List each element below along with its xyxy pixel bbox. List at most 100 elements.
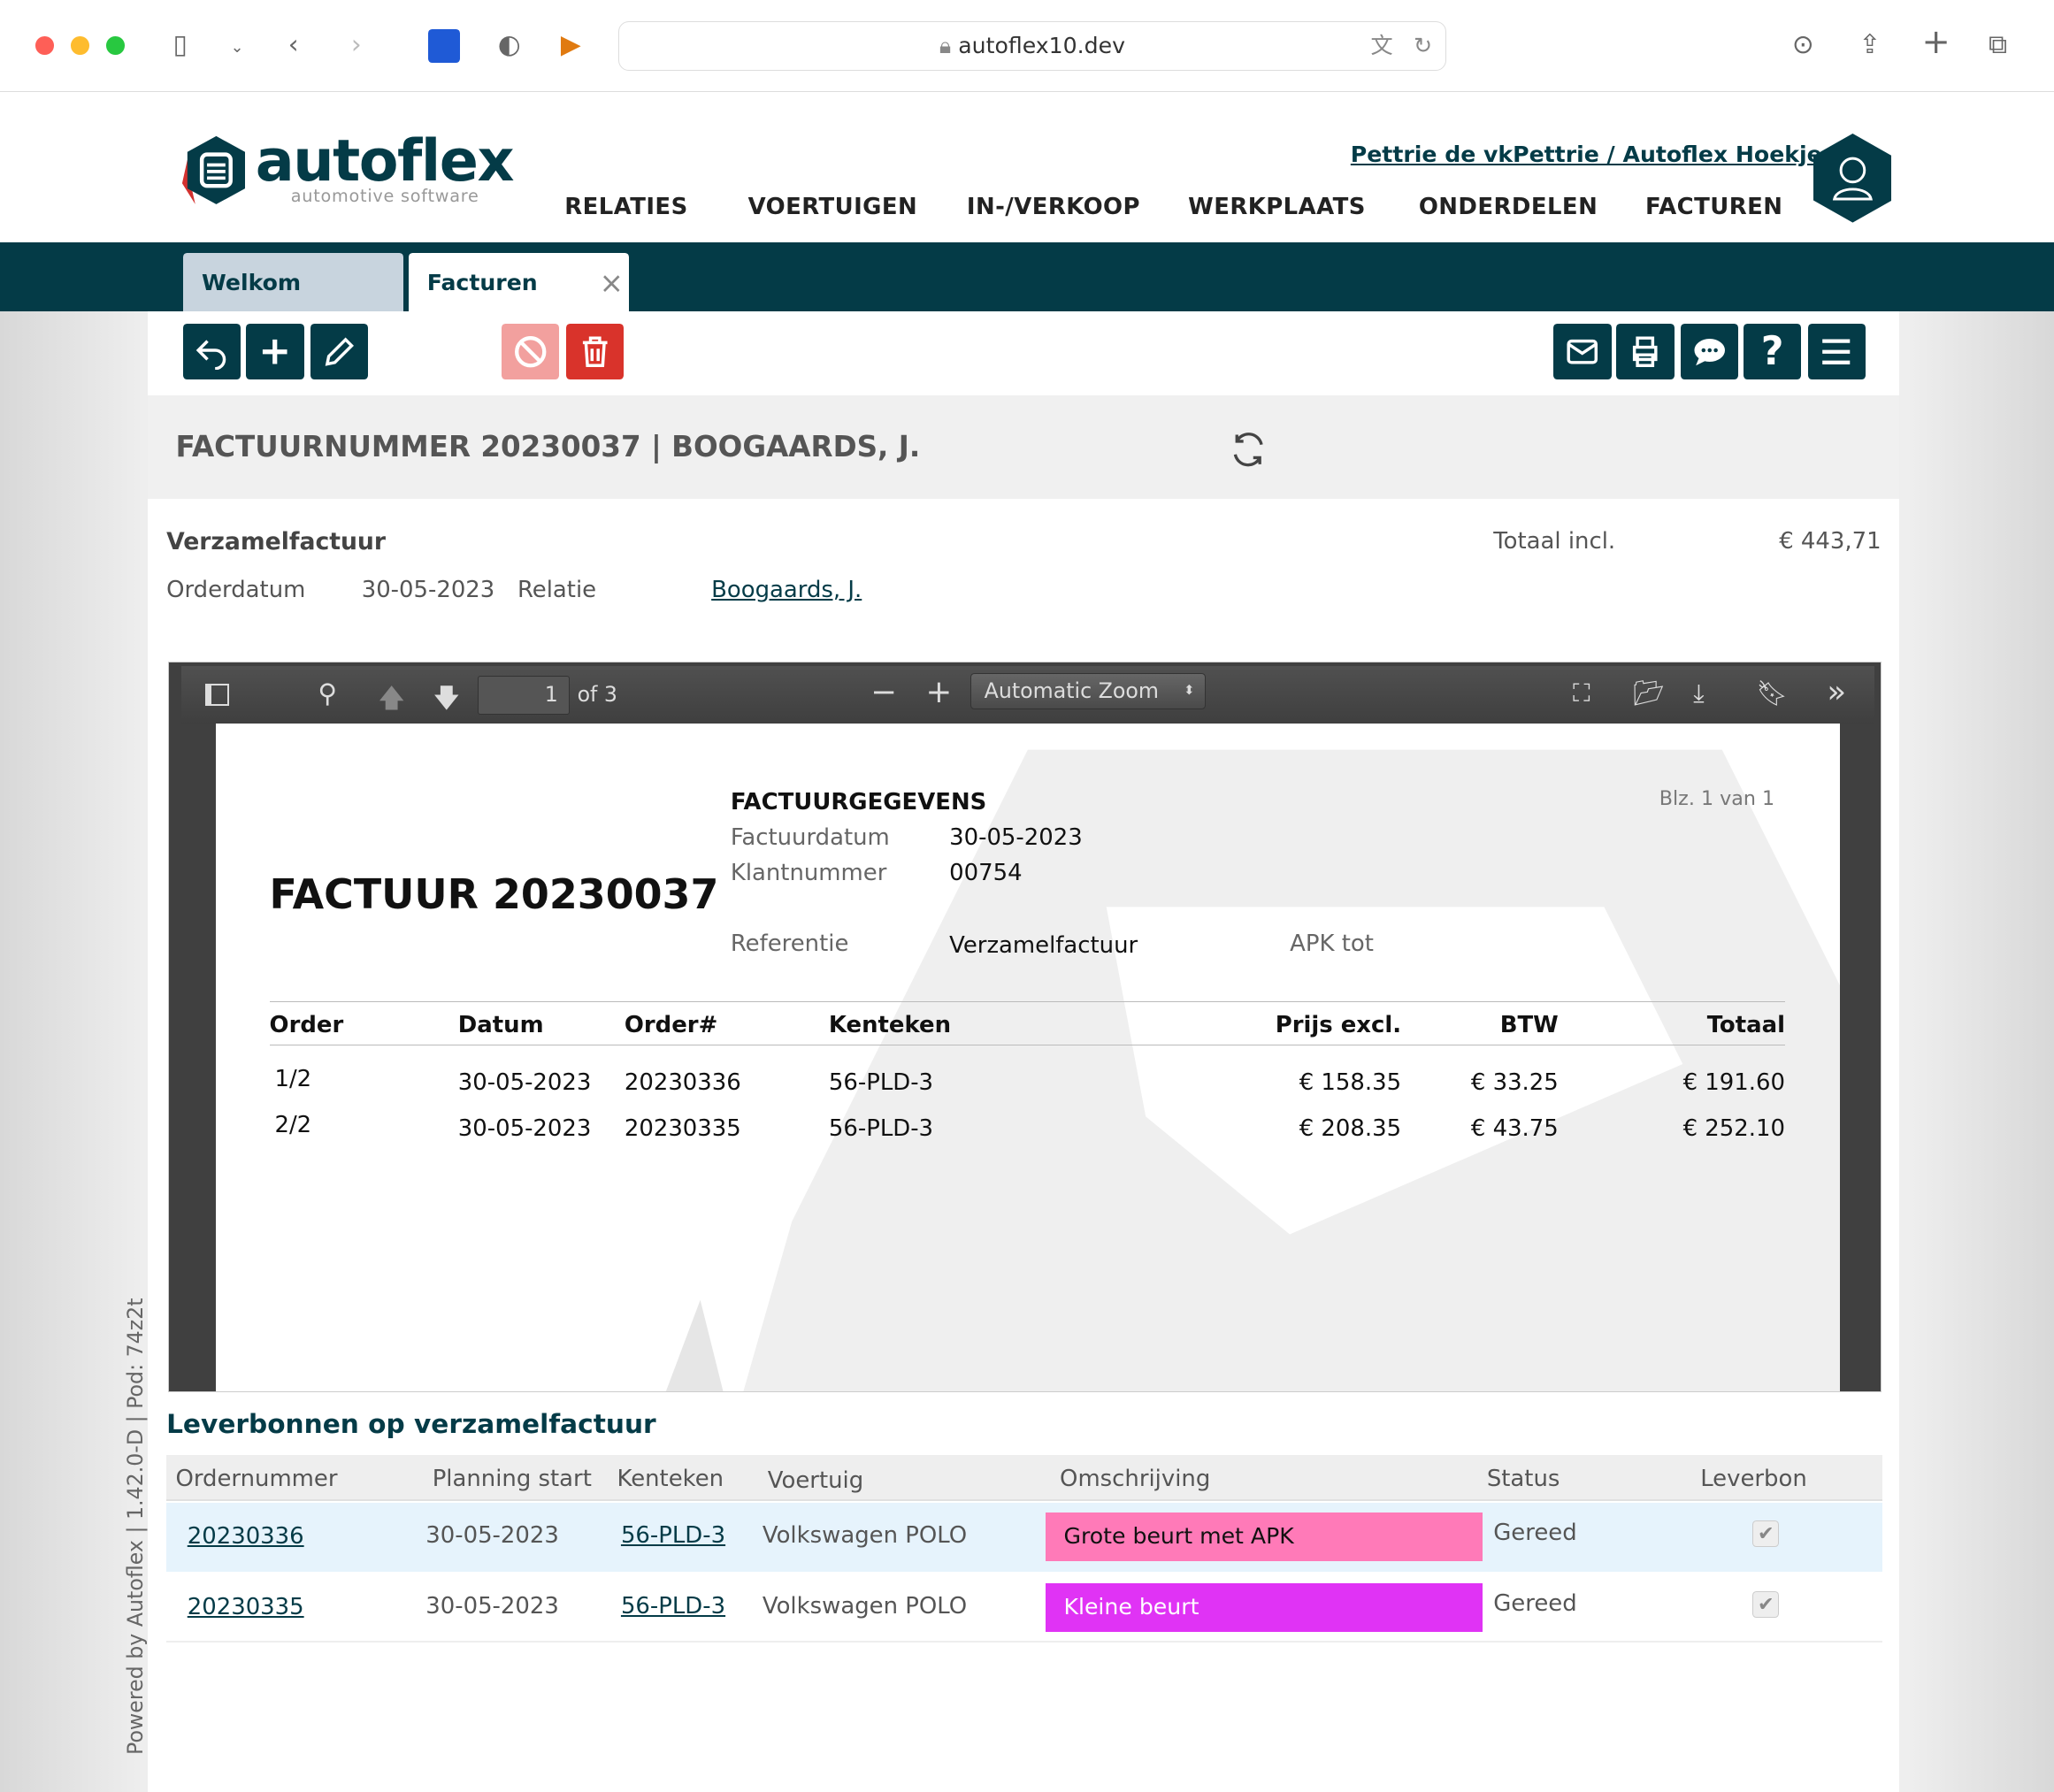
- order-link[interactable]: 20230335: [187, 1594, 304, 1621]
- nav-onderdelen[interactable]: ONDERDELEN: [1418, 194, 1598, 221]
- kenteken-link[interactable]: 56-PLD-3: [620, 1592, 726, 1620]
- logo-wordmark: autoflex: [256, 128, 515, 195]
- close-window-button[interactable]: [34, 36, 54, 56]
- cancel-button[interactable]: [502, 323, 560, 380]
- downloads-icon[interactable]: ⊙: [1791, 28, 1814, 59]
- bookmark-icon[interactable]: 🔖︎: [1756, 678, 1789, 708]
- cell-totaal: € 252.10: [1682, 1115, 1785, 1143]
- next-page-icon[interactable]: 🡇︎: [433, 682, 461, 713]
- address-bar[interactable]: 🔒︎ autoflex10.dev 文 ↻: [617, 20, 1446, 71]
- cell-datum: 30-05-2023: [457, 1115, 592, 1143]
- print-button[interactable]: [1616, 323, 1675, 380]
- table-row[interactable]: [166, 1502, 1883, 1573]
- search-icon[interactable]: ⚲: [318, 678, 338, 708]
- add-button[interactable]: [246, 323, 304, 380]
- download-icon[interactable]: ⤓: [1693, 678, 1705, 708]
- divider: [269, 1001, 1785, 1003]
- table-row[interactable]: [166, 1573, 1883, 1643]
- back-icon[interactable]: ‹: [287, 28, 299, 59]
- autoflex-logo[interactable]: autoflex automotive software: [177, 128, 514, 210]
- cell-btw: € 33.25: [1470, 1069, 1559, 1097]
- user-link[interactable]: Pettrie de vkPettrie / Autoflex Hoekje: [1350, 141, 1822, 167]
- help-button[interactable]: ?: [1744, 323, 1802, 380]
- order-link[interactable]: 20230336: [187, 1523, 304, 1551]
- close-tab-icon[interactable]: ×: [599, 265, 624, 300]
- minimize-window-button[interactable]: [70, 36, 89, 56]
- tab-facturen[interactable]: Facturen ×: [409, 252, 629, 312]
- cell-prijs-excl: € 208.35: [1299, 1115, 1402, 1143]
- email-button[interactable]: [1553, 323, 1612, 380]
- ban-icon: [515, 335, 547, 368]
- tools-chevron-icon[interactable]: »: [1827, 674, 1847, 711]
- nav-werkplaats[interactable]: WERKPLAATS: [1188, 194, 1366, 221]
- col-header-status[interactable]: Status: [1486, 1466, 1560, 1493]
- col-header-kenteken: Kenteken: [828, 1012, 952, 1039]
- nav-relaties[interactable]: RELATIES: [564, 194, 688, 221]
- refresh-button[interactable]: [1229, 430, 1268, 469]
- browser-toolbar: ▯ ⌄ ‹ › ◐ ▶ 🔒︎ autoflex10.dev 文 ↻ ⊙ ⇪ + …: [0, 0, 2054, 92]
- nav-facturen[interactable]: FACTUREN: [1645, 194, 1783, 221]
- presentation-mode-icon[interactable]: ⛶: [1573, 678, 1590, 708]
- apk-label: APK tot: [1290, 930, 1374, 958]
- col-header-leverbon[interactable]: Leverbon: [1700, 1466, 1807, 1493]
- forward-icon[interactable]: ›: [350, 28, 362, 59]
- cell-order: 2/2: [274, 1111, 312, 1138]
- menu-button[interactable]: [1807, 323, 1866, 380]
- voertuig: Volkswagen POLO: [762, 1592, 968, 1620]
- zoom-out-icon[interactable]: −: [870, 674, 898, 711]
- nav-in-verkoop[interactable]: IN-/VERKOOP: [966, 194, 1140, 221]
- col-header-order: Order: [269, 1012, 344, 1039]
- col-header-datum: Datum: [457, 1012, 544, 1039]
- reload-icon[interactable]: ↻: [1414, 32, 1433, 58]
- page-number-input[interactable]: 1: [478, 675, 570, 716]
- relatie-link[interactable]: Boogaards, J.: [711, 576, 862, 603]
- delete-button[interactable]: [565, 323, 624, 380]
- sidebar-toggle-icon[interactable]: ▯: [172, 28, 188, 59]
- help-icon: ?: [1760, 329, 1784, 375]
- nav-voertuigen[interactable]: VOERTUIGEN: [747, 194, 918, 221]
- klantnummer-label: Klantnummer: [730, 860, 887, 887]
- col-header-omschrijving[interactable]: Omschrijving: [1060, 1466, 1211, 1493]
- chat-button[interactable]: [1680, 323, 1739, 380]
- url-text: autoflex10.dev: [958, 32, 1125, 58]
- new-tab-icon[interactable]: +: [1921, 22, 1951, 63]
- print-icon: [1633, 336, 1658, 367]
- open-file-icon[interactable]: 📂︎: [1633, 678, 1665, 708]
- pdf-toolbar: ⚲ 🡅︎ 🡇︎ 1 of 3 − + Automatic Zoom ⬍ ⛶ 📂︎ …: [181, 666, 1874, 724]
- leverbon-checkbox[interactable]: ✔: [1752, 1520, 1780, 1547]
- pencil-icon: [325, 337, 354, 366]
- edit-button[interactable]: [310, 323, 369, 380]
- leverbon-checkbox[interactable]: ✔: [1752, 1591, 1780, 1618]
- tab-welkom[interactable]: Welkom: [183, 252, 404, 312]
- col-header-kenteken[interactable]: Kenteken: [617, 1466, 724, 1493]
- translate-icon[interactable]: 文: [1370, 32, 1393, 58]
- version-footer: Powered by Autoflex | 1.42.0-D | Pod: 74…: [123, 1298, 149, 1756]
- user-avatar[interactable]: [1813, 134, 1892, 223]
- cell-ordernr: 20230335: [624, 1115, 741, 1143]
- media-extension-icon[interactable]: ▶: [560, 28, 581, 59]
- col-header-voertuig[interactable]: Voertuig: [767, 1467, 864, 1494]
- kenteken-link[interactable]: 56-PLD-3: [620, 1521, 726, 1549]
- col-header-ordernummer[interactable]: Ordernummer: [175, 1466, 338, 1493]
- sidebar-toggle-icon[interactable]: [204, 683, 229, 706]
- shield-icon[interactable]: ◐: [497, 28, 521, 59]
- orderdatum-label: Orderdatum: [166, 576, 306, 603]
- back-button[interactable]: [183, 323, 241, 380]
- select-arrows-icon: ⬍: [1184, 682, 1195, 698]
- cell-prijs-excl: € 158.35: [1299, 1069, 1402, 1097]
- page-title: FACTUURNUMMER 20230037 | BOOGAARDS, J.: [175, 429, 921, 463]
- bitwarden-extension-icon[interactable]: [428, 28, 460, 64]
- omschrijving-badge: Kleine beurt: [1045, 1583, 1483, 1633]
- cell-datum: 30-05-2023: [457, 1069, 592, 1097]
- zoom-in-icon[interactable]: +: [925, 674, 953, 711]
- zoom-select[interactable]: Automatic Zoom ⬍: [970, 672, 1207, 710]
- voertuig: Volkswagen POLO: [762, 1521, 968, 1549]
- refresh-icon: [1233, 432, 1263, 467]
- tab-overview-icon[interactable]: ⧉: [1989, 28, 2008, 59]
- maximize-window-button[interactable]: [105, 36, 125, 56]
- chevron-down-icon[interactable]: ⌄: [230, 39, 244, 57]
- col-header-planning-start[interactable]: Planning start: [432, 1466, 592, 1493]
- share-icon[interactable]: ⇪: [1859, 28, 1882, 59]
- logo-subtitle: automotive software: [290, 186, 479, 207]
- previous-page-icon[interactable]: 🡅︎: [378, 682, 405, 713]
